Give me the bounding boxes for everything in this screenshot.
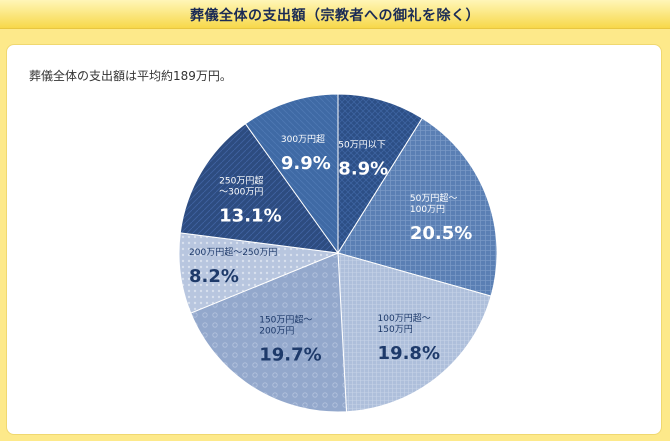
pie-slice-7 [244, 93, 339, 255]
title-banner: 葬儀全体の支出額（宗教者への御礼を除く） [0, 0, 670, 29]
slice-value-label: 8.2% [189, 266, 239, 287]
slice-category-label: 200万円超～250万円 [189, 246, 277, 258]
slice-value-label: 19.8% [378, 343, 440, 364]
summary-text: 葬儀全体の支出額は平均約189万円。 [29, 69, 232, 83]
pie-slice-3 [337, 252, 492, 413]
slice-category-label: 50万円以下 [338, 139, 385, 150]
slice-value-label: 19.7% [259, 344, 321, 365]
slice-category-label: 150万円 [378, 324, 413, 335]
slice-value-label: 9.9% [281, 153, 331, 174]
slice-category-label: 50万円超～ [410, 192, 457, 204]
slice-category-label: ～300万円 [219, 187, 263, 198]
slice-category-label: 100万円 [410, 204, 445, 215]
slice-value-label: 20.5% [410, 223, 472, 244]
slice-category-label: 300万円超 [281, 133, 325, 145]
slice-value-label: 13.1% [219, 206, 281, 227]
slice-category-label: 150万円超～ [259, 313, 312, 325]
slice-category-label: 250万円超 [219, 175, 263, 187]
slice-category-label: 200万円 [259, 325, 294, 336]
slice-category-label: 100万円超～ [378, 312, 431, 324]
pie-slice-1 [337, 93, 423, 255]
pie-slice-4 [190, 252, 348, 413]
chart-title: 葬儀全体の支出額（宗教者への御礼を除く） [190, 8, 480, 24]
pie-slice-2 [337, 117, 498, 297]
pie-slice-6 [179, 123, 340, 254]
slice-value-label: 8.9% [338, 158, 388, 179]
